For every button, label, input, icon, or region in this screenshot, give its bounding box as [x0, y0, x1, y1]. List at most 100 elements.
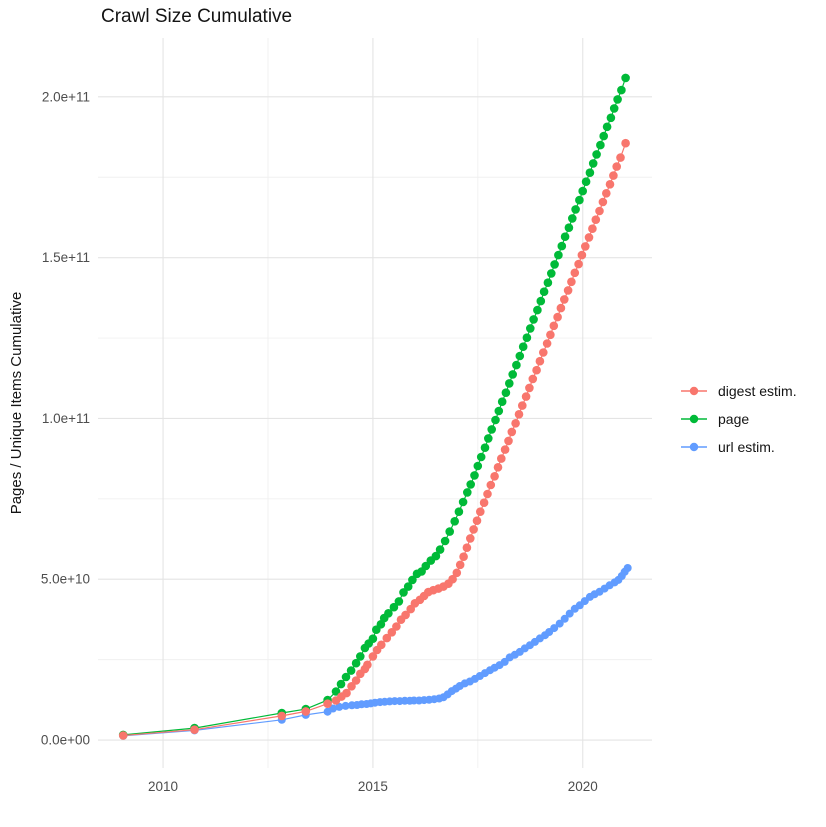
legend-label-digest-estim: digest estim.: [718, 383, 797, 399]
data-point-page: [399, 588, 408, 597]
data-point-page: [536, 296, 546, 306]
x-tick-label: 2010: [148, 779, 178, 794]
legend-key-digest-icon: [681, 386, 707, 396]
data-point-digest-estim: [483, 489, 492, 499]
data-point-digest-estim: [486, 480, 496, 490]
data-point-page: [336, 679, 346, 689]
data-point-digest-estim: [190, 725, 199, 734]
data-point-page: [557, 241, 567, 251]
data-point-page: [512, 360, 521, 370]
data-point-page: [440, 536, 450, 546]
data-point-page: [494, 406, 504, 416]
data-point-url-estim: [341, 701, 350, 710]
data-point-page: [466, 480, 476, 489]
data-point-digest-estim: [591, 215, 601, 224]
data-point-page: [539, 287, 549, 297]
data-series-layer: [118, 73, 632, 740]
data-point-digest-estim: [493, 463, 503, 472]
data-point-page: [543, 278, 553, 288]
legend-item-digest-estim: digest estim.: [679, 382, 797, 400]
data-point-page: [470, 471, 479, 480]
data-point-digest-estim: [382, 633, 392, 643]
data-point-page: [515, 351, 525, 361]
data-point-page: [508, 370, 517, 379]
data-point-page: [596, 140, 605, 150]
data-point-digest-estim: [588, 224, 597, 233]
data-point-digest-estim: [535, 356, 545, 366]
y-axis-title: Pages / Unique Items Cumulative: [8, 292, 25, 515]
data-point-digest-estim: [556, 303, 566, 313]
data-point-page: [529, 315, 538, 324]
data-point-digest-estim: [577, 250, 587, 260]
y-tick-label: 2.0e+11: [42, 89, 90, 104]
legend-item-url-estim: url estim.: [679, 438, 797, 456]
data-point-page: [463, 488, 472, 497]
data-point-digest-estim: [466, 534, 475, 543]
data-point-digest-estim: [511, 419, 520, 428]
data-point-page: [476, 452, 486, 462]
data-point-digest-estim: [347, 682, 356, 691]
data-point-digest-estim: [532, 365, 541, 375]
data-point-digest-estim: [518, 401, 527, 410]
data-point-page: [501, 388, 511, 398]
data-point-digest-estim: [584, 233, 594, 242]
chart-title: Crawl Size Cumulative: [101, 6, 293, 27]
y-tick-label: 1.5e+11: [42, 250, 90, 265]
data-point-page: [341, 672, 351, 682]
data-point-digest-estim: [528, 374, 538, 384]
data-point-digest-estim: [387, 628, 397, 637]
data-point-digest-estim: [598, 197, 608, 207]
data-point-page: [533, 305, 542, 315]
legend-key-url-estim-icon: [681, 442, 707, 452]
data-point-page: [480, 443, 490, 453]
data-point-url-estim: [550, 624, 559, 633]
data-point-digest-estim: [549, 321, 559, 331]
data-point-page: [497, 397, 507, 407]
data-point-digest-estim: [500, 445, 510, 454]
legend-label-url-estim: url estim.: [718, 439, 775, 455]
data-point-digest-estim: [448, 574, 457, 584]
data-point-digest-estim: [118, 731, 128, 740]
data-point-digest-estim: [612, 162, 621, 171]
data-point-digest-estim: [514, 410, 524, 419]
data-point-page: [408, 575, 417, 585]
data-point-page: [484, 434, 493, 443]
data-point-page: [445, 527, 455, 536]
data-point-url-estim: [560, 614, 569, 623]
data-point-digest-estim: [323, 699, 332, 708]
data-point-digest-estim: [401, 610, 410, 620]
data-point-digest-estim: [507, 427, 517, 437]
data-point-digest-estim: [504, 436, 513, 446]
data-point-digest-estim: [368, 652, 378, 661]
data-point-digest-estim: [472, 516, 482, 525]
data-point-page: [554, 250, 563, 260]
x-tick-label: 2020: [568, 779, 598, 794]
data-point-digest-estim: [621, 138, 630, 148]
legend: digest estim. page url estim.: [679, 382, 797, 456]
data-point-page: [575, 195, 584, 205]
data-point-page: [609, 104, 619, 113]
data-point-digest-estim: [455, 560, 465, 570]
data-point-page: [351, 658, 361, 668]
data-point-digest-estim: [479, 498, 489, 508]
data-point-page: [613, 95, 622, 104]
data-point-digest-estim: [392, 622, 401, 631]
data-point-digest-estim: [521, 392, 531, 401]
data-point-digest-estim: [605, 180, 615, 189]
axis-tick-labels: 2010 2015 2020 0.0e+00 5.0e+10 1.0e+11 1.5e+11…: [41, 89, 598, 794]
data-point-digest-estim: [301, 707, 311, 716]
data-point-page: [403, 582, 413, 591]
data-point-page: [473, 461, 483, 471]
data-point-digest-estim: [497, 454, 506, 463]
data-point-digest-estim: [609, 171, 618, 180]
data-point-page: [581, 177, 591, 186]
data-point-page: [487, 425, 497, 434]
data-point-page: [394, 597, 404, 606]
data-point-digest-estim: [570, 268, 580, 278]
data-point-digest-estim: [542, 339, 552, 348]
data-point-page: [526, 324, 535, 333]
data-point-digest-estim: [462, 543, 472, 552]
data-point-digest-estim: [459, 552, 468, 561]
data-point-page: [592, 150, 601, 159]
